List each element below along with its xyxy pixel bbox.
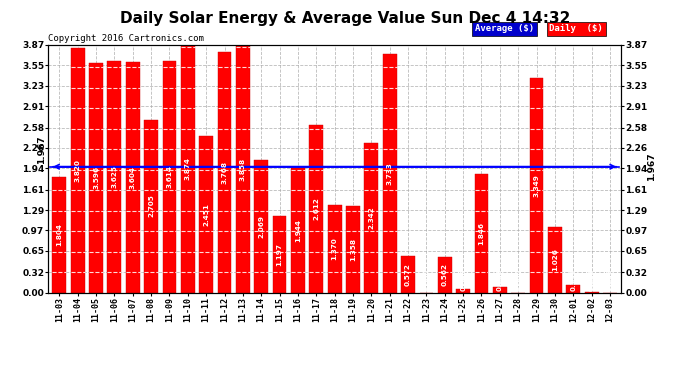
Bar	[475, 174, 489, 292]
Bar	[181, 45, 195, 292]
Bar	[328, 205, 342, 292]
Text: 1.967: 1.967	[647, 152, 656, 181]
Bar	[236, 46, 250, 292]
Bar	[273, 216, 286, 292]
Bar	[438, 256, 452, 292]
Text: 0.572: 0.572	[405, 263, 411, 286]
Bar	[71, 48, 85, 292]
Bar	[530, 78, 544, 292]
Text: 0.000: 0.000	[515, 269, 521, 291]
Bar	[364, 143, 378, 292]
Text: 3.625: 3.625	[111, 165, 117, 188]
Text: 1.358: 1.358	[350, 238, 356, 261]
Text: 2.342: 2.342	[368, 206, 375, 229]
Text: 3.614: 3.614	[166, 165, 172, 188]
Text: 3.604: 3.604	[130, 166, 136, 189]
Text: 0.562: 0.562	[442, 263, 448, 286]
Text: 2.612: 2.612	[313, 198, 319, 220]
Text: 1.846: 1.846	[478, 222, 484, 245]
Text: 3.768: 3.768	[221, 160, 228, 183]
Bar	[108, 61, 121, 292]
Bar	[144, 120, 158, 292]
Text: Average ($): Average ($)	[475, 24, 534, 33]
Bar	[199, 136, 213, 292]
Text: 1.370: 1.370	[332, 237, 337, 260]
Text: 1.944: 1.944	[295, 219, 301, 242]
Bar	[255, 160, 268, 292]
Text: 2.451: 2.451	[203, 202, 209, 226]
Text: 0.093: 0.093	[497, 269, 503, 291]
Bar	[126, 62, 139, 292]
Bar	[163, 62, 177, 292]
Text: 2.705: 2.705	[148, 195, 154, 217]
Bar	[52, 177, 66, 292]
Bar	[89, 63, 103, 292]
Text: Daily Solar Energy & Average Value Sun Dec 4 14:32: Daily Solar Energy & Average Value Sun D…	[120, 11, 570, 26]
Bar	[548, 227, 562, 292]
Text: 0.013: 0.013	[589, 269, 595, 291]
Text: 3.349: 3.349	[533, 174, 540, 197]
Bar	[217, 51, 231, 292]
Text: 0.048: 0.048	[460, 269, 466, 291]
Text: 1.967: 1.967	[37, 135, 46, 164]
Bar	[291, 168, 305, 292]
Bar	[566, 285, 580, 292]
Text: 0.000: 0.000	[424, 269, 429, 291]
Text: 3.858: 3.858	[240, 158, 246, 181]
Text: 3.874: 3.874	[185, 157, 191, 180]
Text: Daily  ($): Daily ($)	[549, 24, 603, 33]
Bar	[401, 256, 415, 292]
Bar	[346, 206, 360, 292]
Text: 3.596: 3.596	[93, 166, 99, 189]
Bar	[456, 290, 470, 292]
Text: 1.804: 1.804	[57, 224, 62, 246]
Bar	[383, 54, 397, 292]
Text: 0.000: 0.000	[607, 269, 613, 291]
Text: 2.069: 2.069	[258, 215, 264, 238]
Text: 0.112: 0.112	[570, 269, 576, 291]
Text: 1.026: 1.026	[552, 248, 558, 271]
Bar	[309, 126, 323, 292]
Text: 3.820: 3.820	[75, 159, 81, 182]
Text: 3.733: 3.733	[386, 162, 393, 184]
Text: 1.197: 1.197	[277, 243, 283, 266]
Text: Copyright 2016 Cartronics.com: Copyright 2016 Cartronics.com	[48, 33, 204, 42]
Bar	[493, 286, 506, 292]
